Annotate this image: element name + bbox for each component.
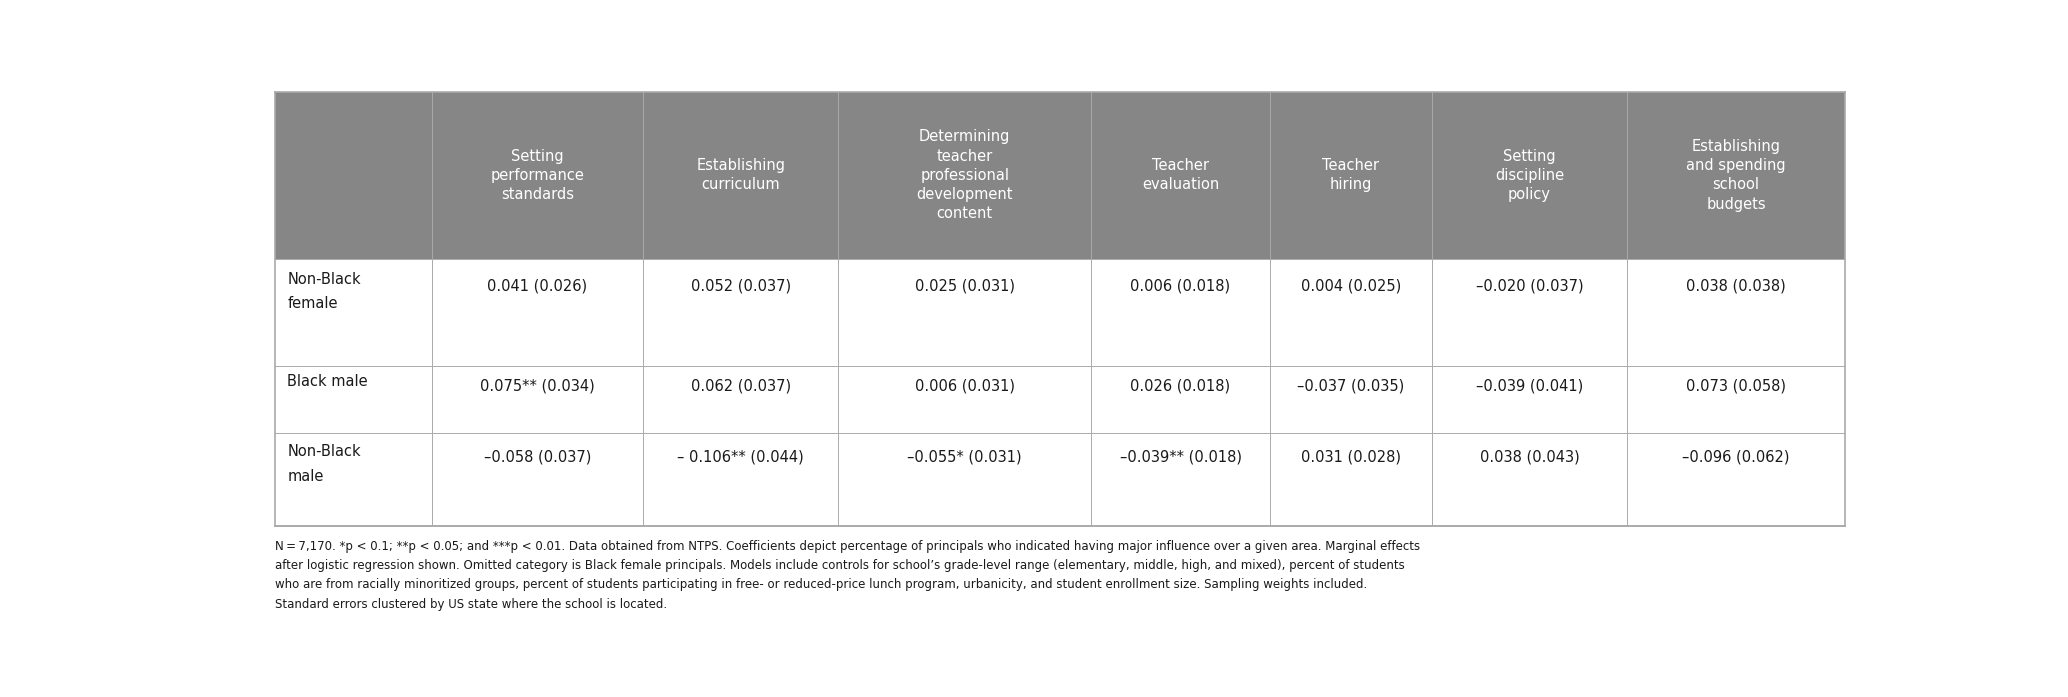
Bar: [1628, 92, 1845, 259]
Text: 0.004 (0.025): 0.004 (0.025): [1301, 278, 1400, 293]
Text: who are from racially minoritized groups, percent of students participating in f: who are from racially minoritized groups…: [275, 579, 1367, 592]
Text: 0.038 (0.043): 0.038 (0.043): [1479, 450, 1580, 465]
Bar: [1431, 92, 1628, 259]
Text: Setting
performance
standards: Setting performance standards: [490, 148, 585, 202]
Text: –0.055* (0.031): –0.055* (0.031): [908, 450, 1022, 465]
Text: Establishing
curriculum: Establishing curriculum: [697, 158, 786, 192]
Bar: [643, 92, 838, 259]
Text: – 0.106** (0.044): – 0.106** (0.044): [678, 450, 804, 465]
Text: 0.062 (0.037): 0.062 (0.037): [691, 378, 790, 393]
Bar: [275, 259, 1845, 366]
Bar: [838, 92, 1092, 259]
Text: –0.058 (0.037): –0.058 (0.037): [484, 450, 591, 465]
Text: 0.038 (0.038): 0.038 (0.038): [1685, 278, 1787, 293]
Text: –0.020 (0.037): –0.020 (0.037): [1477, 278, 1584, 293]
Text: Setting
discipline
policy: Setting discipline policy: [1495, 148, 1563, 202]
Text: Non-Black
female: Non-Black female: [287, 272, 362, 312]
Text: 0.073 (0.058): 0.073 (0.058): [1685, 378, 1787, 393]
Text: –0.039** (0.018): –0.039** (0.018): [1119, 450, 1241, 465]
Bar: [1270, 92, 1431, 259]
Text: Establishing
and spending
school
budgets: Establishing and spending school budgets: [1685, 139, 1787, 212]
Text: after logistic regression shown. Omitted category is Black female principals. Mo: after logistic regression shown. Omitted…: [275, 559, 1404, 572]
Text: 0.025 (0.031): 0.025 (0.031): [914, 278, 1015, 293]
Text: 0.031 (0.028): 0.031 (0.028): [1301, 450, 1400, 465]
Bar: [432, 92, 643, 259]
Text: Black male: Black male: [287, 374, 368, 389]
Text: 0.006 (0.031): 0.006 (0.031): [914, 378, 1015, 393]
Bar: [1092, 92, 1270, 259]
Text: 0.075** (0.034): 0.075** (0.034): [480, 378, 596, 393]
Text: Determining
teacher
professional
development
content: Determining teacher professional develop…: [916, 130, 1013, 221]
Text: Teacher
evaluation: Teacher evaluation: [1142, 158, 1220, 192]
Text: –0.037 (0.035): –0.037 (0.035): [1297, 378, 1404, 393]
Bar: [275, 92, 432, 259]
Text: 0.006 (0.018): 0.006 (0.018): [1131, 278, 1230, 293]
Bar: [275, 433, 1845, 526]
Text: N = 7,170. *p < 0.1; **p < 0.05; and ***p < 0.01. Data obtained from NTPS. Coeff: N = 7,170. *p < 0.1; **p < 0.05; and ***…: [275, 540, 1419, 553]
Text: Teacher
hiring: Teacher hiring: [1321, 158, 1379, 192]
Bar: [275, 366, 1845, 433]
Text: Non-Black
male: Non-Black male: [287, 444, 362, 484]
Text: 0.052 (0.037): 0.052 (0.037): [691, 278, 790, 293]
Text: 0.041 (0.026): 0.041 (0.026): [488, 278, 587, 293]
Text: Standard errors clustered by US state where the school is located.: Standard errors clustered by US state wh…: [275, 598, 666, 611]
Text: 0.026 (0.018): 0.026 (0.018): [1131, 378, 1230, 393]
Text: –0.039 (0.041): –0.039 (0.041): [1477, 378, 1582, 393]
Text: –0.096 (0.062): –0.096 (0.062): [1681, 450, 1789, 465]
